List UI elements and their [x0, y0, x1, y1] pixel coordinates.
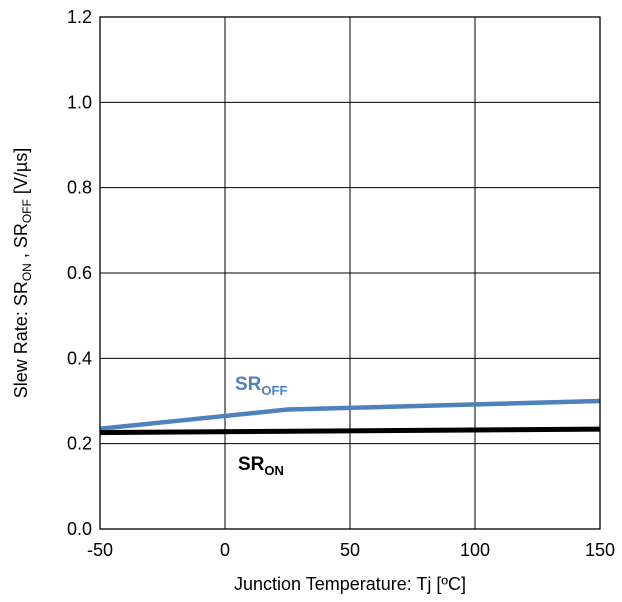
x-tick-labels: -50 0 50 100 150 — [87, 540, 615, 560]
y-title-part-a: Slew Rate: SR — [11, 281, 31, 398]
x-tick-label: 150 — [585, 540, 615, 560]
sr-off-main: SR — [235, 374, 262, 395]
y-tick-labels: 0.0 0.2 0.4 0.6 0.8 1.0 1.2 — [67, 7, 92, 539]
y-tick-label: 1.2 — [67, 7, 92, 27]
sr-on-sub: ON — [264, 463, 284, 478]
series-label-sr-on: SRON — [238, 454, 284, 478]
series-label-sr-off: SROFF — [235, 374, 287, 398]
series-line-sr-off — [99, 398, 601, 431]
series-layer — [99, 398, 601, 436]
y-tick-label: 0.0 — [67, 519, 92, 539]
y-tick-label: 1.0 — [67, 92, 92, 112]
series-line-sr-on — [99, 426, 601, 436]
y-tick-label: 0.2 — [67, 434, 92, 454]
plot-frame — [99, 16, 601, 530]
x-tick-label: 0 — [220, 540, 230, 560]
x-tick-label: 100 — [460, 540, 490, 560]
y-title-sub-on: ON — [20, 263, 34, 281]
y-title-sub-off: OFF — [20, 199, 34, 223]
y-title-part-c: [V/µs] — [11, 148, 31, 199]
y-tick-label: 0.4 — [67, 348, 92, 368]
y-title-part-b: , SR — [11, 223, 31, 263]
y-axis-title: Slew Rate: SRON , SROFF [V/µs] — [11, 148, 34, 398]
grid — [99, 16, 601, 530]
y-tick-label: 0.6 — [67, 263, 92, 283]
x-tick-label: 50 — [340, 540, 360, 560]
x-tick-label: -50 — [87, 540, 113, 560]
sr-off-sub: OFF — [261, 383, 287, 398]
x-axis-title: Junction Temperature: Tj [ºC] — [234, 574, 466, 594]
sr-on-main: SR — [238, 454, 265, 475]
y-tick-label: 0.8 — [67, 178, 92, 198]
